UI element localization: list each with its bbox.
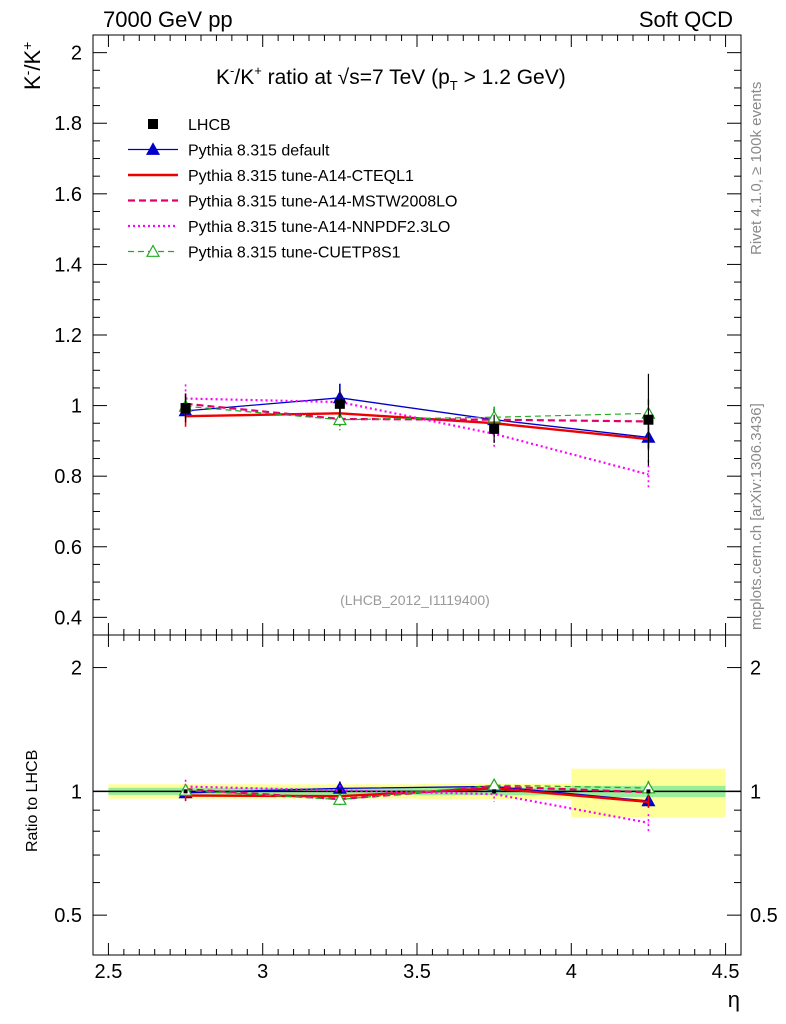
ratio-y-tick-label: 1: [71, 781, 82, 803]
series-3: [184, 393, 650, 433]
series-line: [185, 784, 649, 801]
ratio-y-tick-label-right: 0.5: [750, 905, 778, 927]
series-line: [185, 402, 649, 423]
y-tick-label: 1: [71, 396, 82, 418]
series-line: [185, 785, 649, 802]
x-tick-label: 3: [257, 961, 268, 983]
legend-entry: Pythia 8.315 tune-A14-MSTW2008LO: [128, 194, 457, 211]
data-series-lhcb: [180, 373, 654, 466]
y-tick-label: 1.2: [54, 325, 82, 347]
y-tick-label: 0.6: [54, 537, 82, 559]
legend-entry: Pythia 8.315 tune-A14-NNPDF2.3LO: [128, 219, 450, 236]
main-panel: 0.4 0.6 0.8 1 1.2 1.4 1.6 1.8 2 (LHCB_2012_I1119…: [54, 34, 742, 647]
x-axis-title: η: [728, 987, 740, 1012]
ratio-y-tick-label: 2: [71, 658, 82, 680]
legend-label: LHCB: [188, 117, 231, 134]
sqrt-sign: √: [338, 66, 350, 89]
x-tick-label: 3.5: [403, 961, 431, 983]
y-tick-label: 1.6: [54, 184, 82, 206]
data-point: [643, 414, 654, 425]
svg-text:K-/K+ ratio at √s=7 TeV (pT >: K-/K+ ratio at √s=7 TeV (pT > 1.2 GeV): [216, 63, 566, 93]
title-k: K: [216, 66, 230, 89]
legend: LHCB Pythia 8.315 default Pythia 8.315 tun…: [128, 117, 457, 262]
y-axis-title: K-/K+: [19, 42, 45, 90]
legend-marker: [148, 119, 158, 129]
legend-label: Pythia 8.315 tune-A14-CTEQL1: [188, 168, 414, 185]
ratio-y-tick-label: 0.5: [54, 905, 82, 927]
x-tick-label: 4.5: [712, 961, 740, 983]
header-beam-label: 7000 GeV pp: [103, 7, 233, 32]
y-tick-label: 0.8: [54, 466, 82, 488]
ratio-y-tick-label-right: 2: [750, 658, 761, 680]
ratio-data-point: [183, 789, 188, 794]
x-tick-label: 2.5: [95, 961, 123, 983]
ratio-data-point: [492, 789, 497, 794]
series-line: [185, 405, 649, 421]
y-tick-label: 2: [71, 43, 82, 65]
ratio-y-axis-title: Ratio to LHCB: [24, 750, 41, 852]
ratio-data-point: [337, 789, 342, 794]
plot-title: K-/K+ ratio at √s=7 TeV (pT > 1.2 GeV): [216, 63, 566, 93]
legend-entry: Pythia 8.315 tune-A14-CTEQL1: [128, 168, 414, 185]
legend-marker: [145, 244, 161, 257]
title-kplus: /K: [234, 66, 254, 89]
y-tick-label: 0.4: [54, 607, 82, 629]
header-category-label: Soft QCD: [639, 7, 733, 32]
legend-label: Pythia 8.315 default: [188, 143, 330, 160]
legend-entry: Pythia 8.315 tune-CUETP8S1: [128, 244, 401, 262]
rivet-version-label: Rivet 4.1.0, ≥ 100k events: [748, 82, 765, 255]
title-cut: > 1.2 GeV): [458, 66, 566, 89]
data-point: [489, 423, 500, 434]
y-tick-label: 1.8: [54, 113, 82, 135]
series-point: [332, 412, 347, 426]
x-tick-label: 4: [566, 961, 577, 983]
data-point: [180, 403, 191, 414]
legend-label: Pythia 8.315 tune-A14-MSTW2008LO: [188, 194, 457, 211]
data-point: [334, 398, 345, 409]
legend-entry: Pythia 8.315 default: [128, 142, 330, 160]
series-line: [185, 397, 649, 476]
series-line: [185, 397, 649, 438]
ratio-panel: 0.5 0.5 1 1 2 2: [54, 634, 778, 956]
series-point: [332, 792, 347, 805]
series-4: [184, 384, 650, 489]
legend-label: Pythia 8.315 tune-CUETP8S1: [188, 245, 401, 262]
y-tick-label: 1.4: [54, 254, 82, 276]
title-ratio: ratio at: [262, 66, 338, 89]
analysis-id-label: (LHCB_2012_I1119400): [340, 592, 490, 608]
legend-marker: [145, 142, 161, 155]
svg-text:K-/K+: K-/K+: [19, 42, 45, 90]
legend-label: Pythia 8.315 tune-A14-NNPDF2.3LO: [188, 219, 450, 236]
legend-entry: LHCB: [148, 117, 231, 134]
ratio-data-point: [646, 789, 651, 794]
title-energy: s=7 TeV (p: [349, 66, 450, 89]
series-line: [185, 412, 649, 441]
mcplots-label: mcplots.cern.ch [arXiv:1306.3436]: [748, 403, 765, 630]
ratio-y-tick-label-right: 1: [750, 781, 761, 803]
